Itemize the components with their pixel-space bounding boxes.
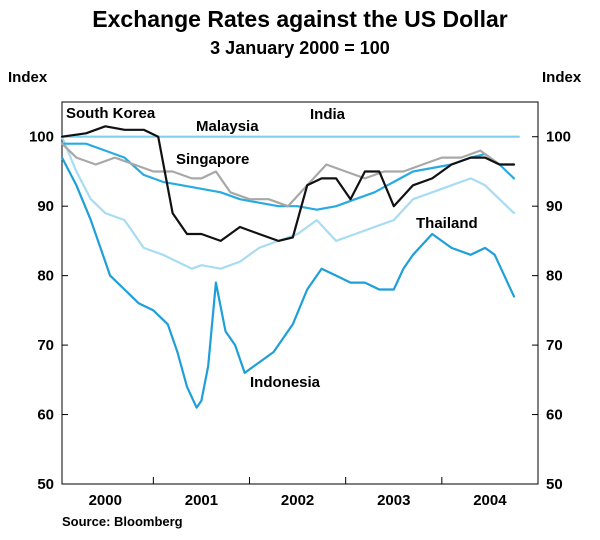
chart-subtitle: 3 January 2000 = 100 <box>210 38 390 58</box>
y-tick-label-right: 80 <box>546 268 563 285</box>
y-axis-label-right: Index <box>542 69 582 86</box>
plot-frame <box>61 101 539 485</box>
chart-source: Source: Bloomberg <box>62 514 183 529</box>
series-line-south-korea <box>60 125 516 242</box>
x-tick-label: 2001 <box>185 492 218 509</box>
series-label-south-korea: South Korea <box>66 105 156 122</box>
y-tick-label-left: 100 <box>29 129 54 146</box>
series-line-india <box>60 142 516 211</box>
series-line-singapore <box>60 142 516 208</box>
y-tick-label-right: 100 <box>546 129 571 146</box>
series-label-thailand: Thailand <box>416 215 478 232</box>
chart-title: Exchange Rates against the US Dollar <box>92 6 508 32</box>
y-tick-label-right: 50 <box>546 476 563 493</box>
y-tick-label-right: 60 <box>546 407 563 424</box>
y-tick-label-left: 80 <box>37 268 54 285</box>
y-tick-label-left: 70 <box>37 337 54 354</box>
x-tick-label: 2003 <box>377 492 410 509</box>
series-label-malaysia: Malaysia <box>196 118 259 135</box>
x-tick-label: 2002 <box>281 492 314 509</box>
series-label-singapore: Singapore <box>176 151 249 168</box>
series-label-indonesia: Indonesia <box>250 374 321 391</box>
y-axis-label-left: Index <box>8 69 48 86</box>
y-tick-label-right: 70 <box>546 337 563 354</box>
x-tick-label: 2000 <box>89 492 122 509</box>
y-tick-label-right: 90 <box>546 198 563 215</box>
y-tick-label-left: 50 <box>37 476 54 493</box>
y-tick-label-left: 90 <box>37 198 54 215</box>
series-label-india: India <box>310 106 346 123</box>
series-line-indonesia <box>60 156 516 409</box>
y-tick-label-left: 60 <box>37 407 54 424</box>
x-tick-label: 2004 <box>473 492 507 509</box>
